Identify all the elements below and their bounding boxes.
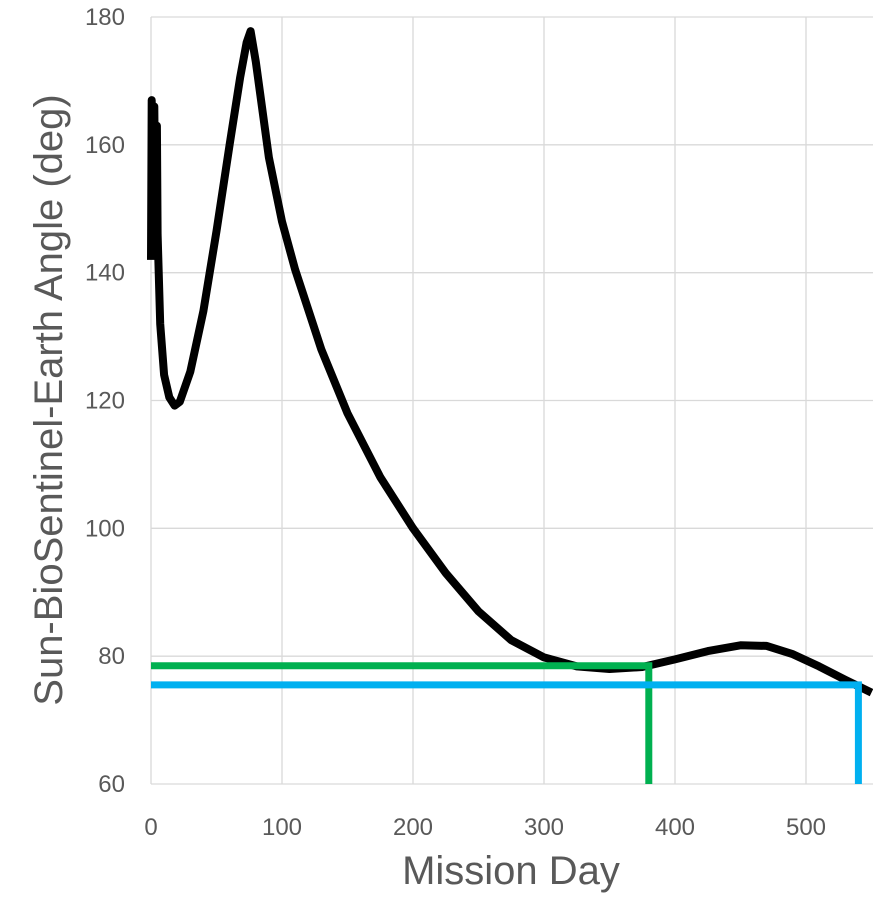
x-tick-label: 200 <box>393 814 433 841</box>
y-tick-label: 160 <box>85 132 125 159</box>
x-tick-label: 0 <box>144 814 157 841</box>
x-axis-title: Mission Day <box>402 849 620 893</box>
y-tick-label: 140 <box>85 260 125 287</box>
y-tick-label: 180 <box>85 4 125 31</box>
x-tick-label: 500 <box>786 814 826 841</box>
series-line-2 <box>151 662 653 784</box>
series-line-1 <box>147 27 873 697</box>
y-tick-label: 100 <box>85 515 125 542</box>
y-tick-label: 120 <box>85 388 125 415</box>
tick-labels: 60 80 100 120 140 160 180 0 100 200 300 400 500 <box>85 4 826 841</box>
x-tick-label: 400 <box>655 814 695 841</box>
x-tick-label: 100 <box>262 814 302 841</box>
series-layer <box>147 27 873 784</box>
y-axis-title: Sun-BioSentinel-Earth Angle (deg) <box>27 94 71 705</box>
x-tick-label: 300 <box>524 814 564 841</box>
y-tick-label: 80 <box>98 643 125 670</box>
series-line-3 <box>151 681 862 784</box>
y-tick-label: 60 <box>98 771 125 798</box>
